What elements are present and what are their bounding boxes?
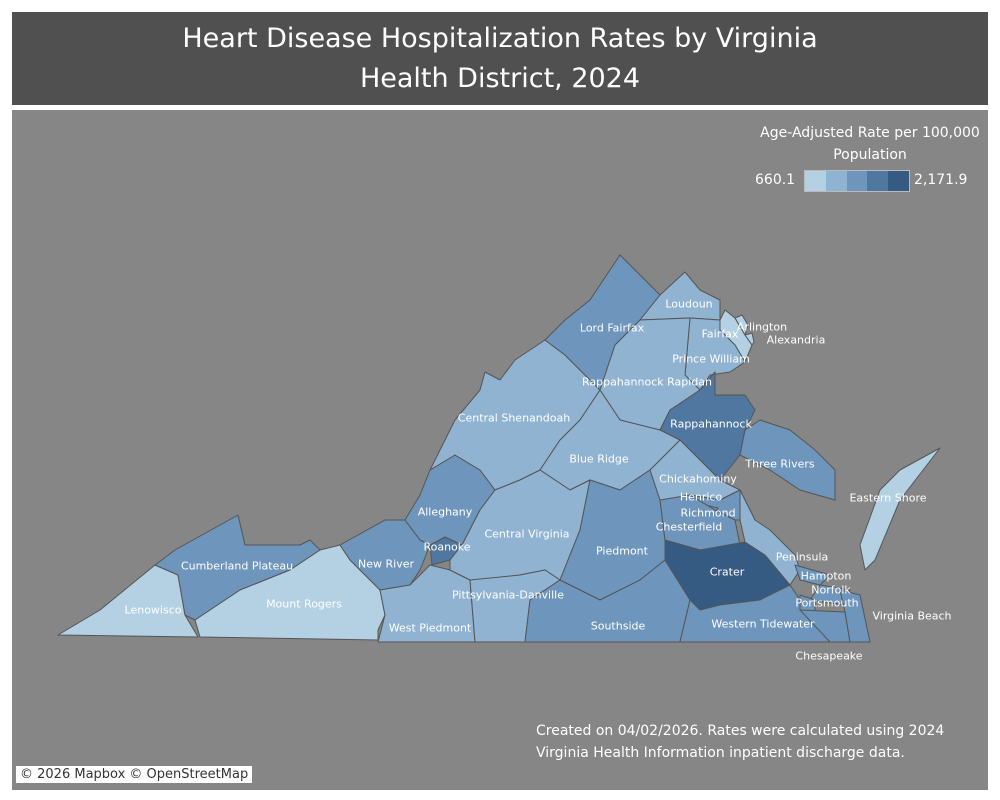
district-label: Piedmont	[596, 544, 648, 558]
district-eastern-shore[interactable]	[859, 447, 941, 571]
district-label: Lord Fairfax	[579, 321, 645, 335]
district-alexandria[interactable]	[744, 332, 755, 346]
district-label: Cumberland Plateau	[180, 559, 294, 573]
district-lenowisco[interactable]	[57, 564, 199, 638]
district-label: Alexandria	[766, 333, 826, 347]
district-three-rivers[interactable]	[739, 419, 836, 501]
district-label: Chickahominy	[659, 472, 737, 486]
district-label: Rappahannock Rapidan	[581, 375, 713, 389]
district-label: Western Tidewater	[711, 617, 815, 631]
district-label: Arlington	[736, 320, 788, 334]
district-label: West Piedmont	[388, 621, 472, 635]
district-label: Virginia Beach	[872, 609, 952, 623]
district-new-river[interactable]	[339, 519, 431, 591]
district-label: Prince William	[672, 352, 750, 366]
district-label: Southside	[590, 619, 646, 633]
title-text: Heart Disease Hospitalization Rates by V…	[182, 22, 818, 94]
district-label: Richmond	[680, 506, 736, 520]
legend-swatch	[867, 171, 889, 191]
legend-min: 660.1	[755, 172, 796, 188]
district-label: Crater	[709, 565, 745, 579]
district-label: Hampton	[800, 569, 852, 583]
district-label: Eastern Shore	[849, 491, 927, 505]
district-label: Central Virginia	[484, 527, 570, 541]
district-label: Three Rivers	[745, 457, 815, 471]
legend-swatch	[825, 171, 847, 191]
district-label: Rappahannock	[670, 417, 752, 431]
district-label: Roanoke	[423, 540, 471, 554]
district-label: Central Shenandoah	[457, 411, 571, 425]
district-label: Blue Ridge	[569, 452, 629, 466]
district-virginia-beach[interactable]	[839, 589, 871, 643]
district-label: Fairfax	[701, 327, 739, 341]
district-label: Chesterfield	[655, 520, 723, 534]
legend-color-bar	[804, 170, 910, 192]
district-label: Alleghany	[417, 505, 473, 519]
legend-swatch	[888, 171, 909, 191]
district-label: Henrico	[679, 490, 723, 504]
district-label: Portsmouth	[795, 596, 859, 610]
district-label: Peninsula	[775, 550, 829, 564]
district-label: Mount Rogers	[266, 597, 342, 611]
district-label: Loudoun	[665, 297, 713, 311]
district-label: Lenowisco	[124, 603, 182, 617]
map-attribution[interactable]: © 2026 Mapbox © OpenStreetMap	[16, 766, 253, 783]
district-label: Chesapeake	[795, 649, 863, 663]
legend-swatch	[805, 171, 826, 191]
district-peninsula[interactable]	[739, 489, 801, 586]
legend-max: 2,171.9	[914, 172, 968, 188]
district-arlington[interactable]	[734, 314, 749, 336]
footnote: Created on 04/02/2026. Rates were calcul…	[536, 723, 945, 761]
legend-swatch	[846, 171, 868, 191]
district-label: New River	[358, 557, 414, 571]
district-label: Pittsylvania-Danville	[452, 588, 564, 602]
legend-title: Age-Adjusted Rate per 100,000 Population	[760, 125, 980, 163]
district-label: Norfolk	[811, 583, 851, 597]
map-title: Heart Disease Hospitalization Rates by V…	[12, 12, 988, 105]
